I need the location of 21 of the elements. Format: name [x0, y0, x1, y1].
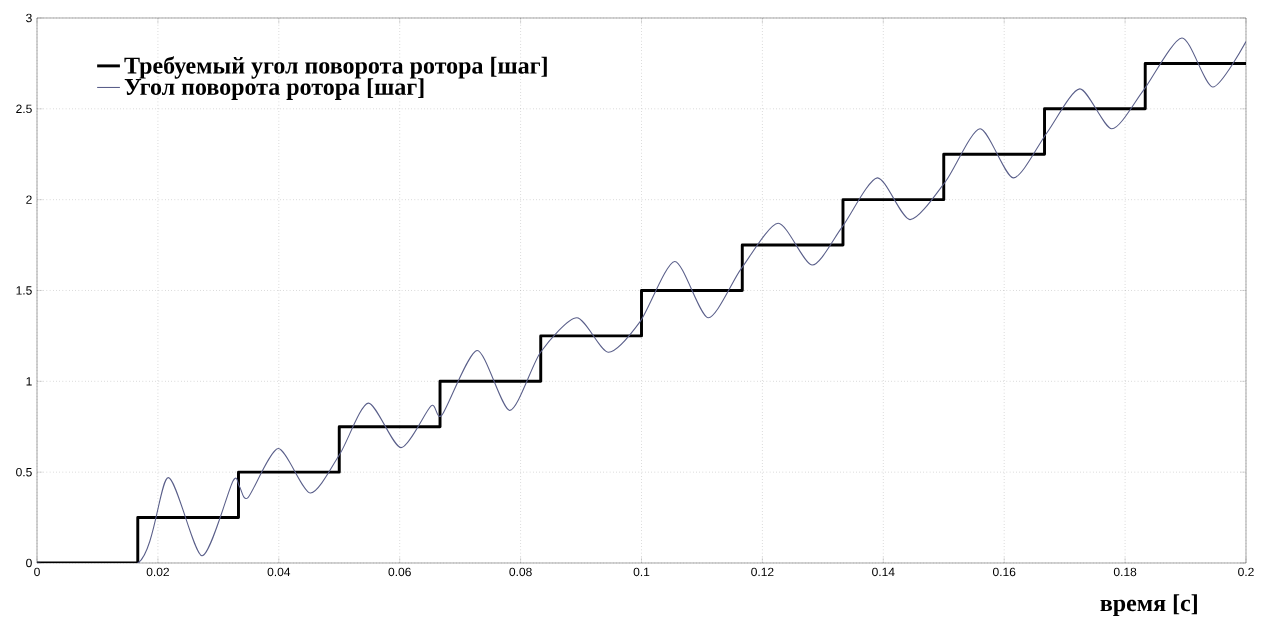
- y-tick-label: 1: [26, 377, 32, 386]
- x-axis-title: время [с]: [1100, 594, 1197, 617]
- y-tick-label: 2.5: [16, 104, 32, 114]
- x-tick-label: 0.14: [872, 567, 895, 577]
- x-tick-label: 0.08: [509, 567, 532, 577]
- y-tick-label: 0.5: [16, 467, 32, 477]
- y-tick-label: 1.5: [16, 286, 32, 295]
- x-tick-label: 0: [34, 567, 40, 577]
- y-tick-label: 2: [26, 195, 32, 204]
- legend-label: Угол поворота ротора [шаг]: [124, 78, 424, 100]
- x-tick-label: 0.16: [992, 567, 1016, 577]
- x-tick-label: 0.12: [751, 567, 774, 577]
- x-tick-label: 0.04: [267, 567, 291, 577]
- x-tick-label: 0.2: [1238, 567, 1254, 577]
- x-tick-label: 0.18: [1113, 567, 1137, 577]
- x-tick-label: 0.06: [388, 567, 411, 577]
- y-tick-label: 0: [26, 558, 32, 568]
- y-tick-label: 3: [26, 13, 32, 23]
- x-tick-label: 0.1: [633, 567, 650, 577]
- legend-label: Требуемый угол поворота ротора [шаг]: [124, 56, 547, 79]
- x-tick-label: 0.02: [146, 567, 169, 577]
